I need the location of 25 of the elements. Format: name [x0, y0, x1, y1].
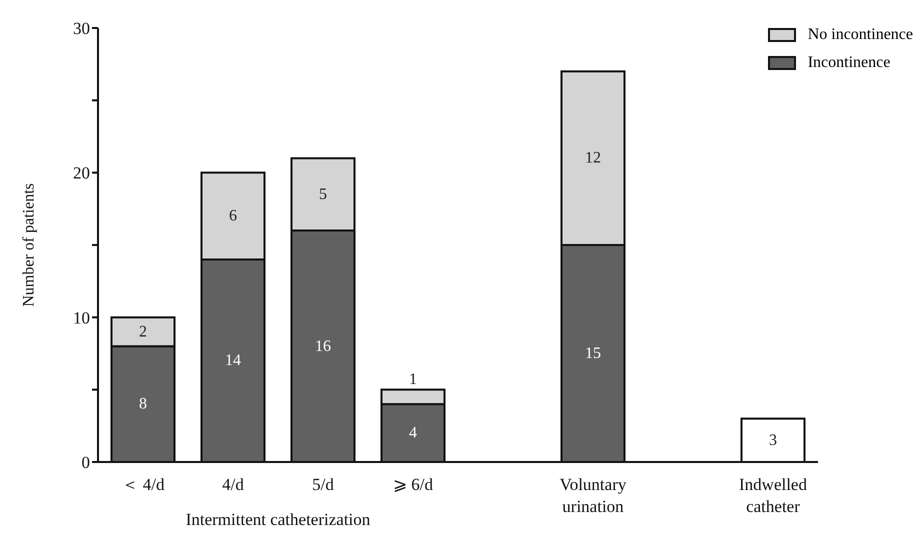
y-tick-label: 20 [73, 164, 90, 183]
y-tick-label: 0 [82, 453, 90, 472]
data-label: 12 [585, 150, 601, 167]
x-tick-label: ⩾ 6/d [393, 475, 434, 494]
x-tick-label: ＜ 4/d [122, 475, 165, 494]
legend-label: No incontinence [808, 26, 913, 44]
legend-label: Incontinence [808, 54, 890, 72]
data-label: 8 [139, 396, 147, 413]
x-tick-label: 4/d [222, 475, 244, 494]
data-label: 15 [585, 345, 601, 362]
data-label: 4 [409, 424, 417, 442]
data-label: 5 [319, 186, 327, 203]
y-tick-label: 30 [73, 19, 90, 38]
data-label: 14 [225, 352, 241, 370]
data-label: 16 [315, 338, 331, 355]
x-tick-label: Indwelled catheter [739, 475, 808, 516]
y-axis-title: Number of patients [20, 183, 38, 307]
y-tick-label: 10 [73, 308, 90, 328]
data-label: 1 [409, 371, 417, 388]
data-label: 3 [769, 432, 777, 449]
data-label: 6 [229, 208, 237, 225]
x-tick-label: Voluntary urination [560, 475, 627, 516]
text: Intermittent catheterization [184, 510, 372, 530]
x-tick-label: 5/d [312, 475, 334, 494]
data-label: 2 [139, 323, 147, 340]
